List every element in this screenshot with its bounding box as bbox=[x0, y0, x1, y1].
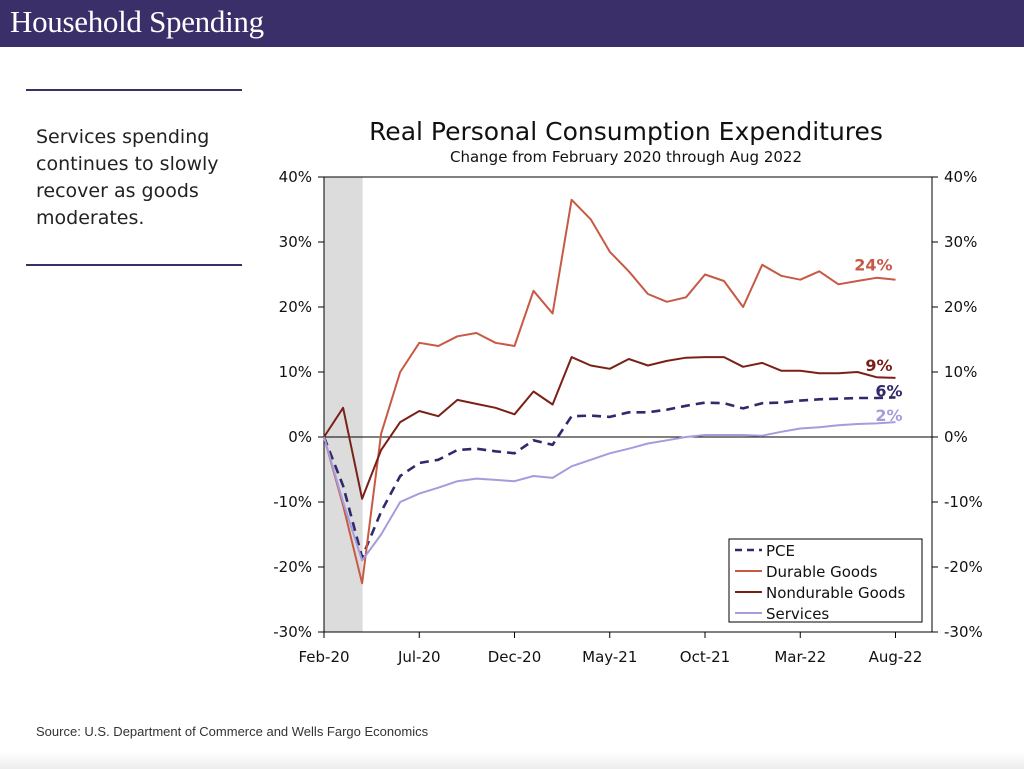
sidebar-bottom-divider bbox=[26, 264, 242, 266]
legend-label-pce: PCE bbox=[766, 542, 795, 560]
x-tick-label: Jul-20 bbox=[397, 648, 441, 666]
plot-frame bbox=[323, 176, 933, 633]
bottom-fade bbox=[0, 752, 1024, 769]
series-end-label-nondurable-goods: 9% bbox=[865, 356, 892, 375]
series-end-label-services: 2% bbox=[875, 406, 902, 425]
y-tick-label-right: 40% bbox=[944, 168, 977, 186]
x-tick-label: Aug-22 bbox=[869, 648, 923, 666]
page-title: Household Spending bbox=[10, 4, 264, 39]
y-tick-label-right: -20% bbox=[944, 558, 983, 576]
header-bar: Household Spending bbox=[0, 0, 1024, 47]
series-line-durable-goods bbox=[323, 198, 896, 585]
sidebar-top-divider bbox=[26, 89, 242, 91]
source-note: Source: U.S. Department of Commerce and … bbox=[36, 724, 429, 739]
series-line-pce bbox=[322, 396, 896, 559]
y-tick-label-right: -10% bbox=[944, 493, 983, 511]
y-tick-label-right: -30% bbox=[944, 623, 983, 641]
y-tick-label-left: 20% bbox=[279, 298, 312, 316]
chart-title: Real Personal Consumption Expenditures bbox=[369, 117, 883, 146]
series-line-services bbox=[323, 421, 896, 562]
plot-area: -30% -30% -20% -20% -10% -10% 0% 0% 10% 10% 20% 20%… bbox=[273, 168, 983, 666]
y-tick-label-left: 40% bbox=[279, 168, 312, 186]
series-line-nondurable-goods bbox=[323, 356, 896, 500]
y-tick-label-right: 20% bbox=[944, 298, 977, 316]
y-tick-label-left: 0% bbox=[288, 428, 312, 446]
y-tick-label-left: -30% bbox=[273, 623, 312, 641]
x-tick-label: Oct-21 bbox=[680, 648, 730, 666]
x-tick-label: Feb-20 bbox=[298, 648, 349, 666]
legend-box bbox=[728, 538, 923, 623]
x-tick-label: Dec-20 bbox=[488, 648, 542, 666]
sidebar-commentary: Services spending continues to slowly re… bbox=[36, 126, 219, 229]
y-tick-label-right: 30% bbox=[944, 233, 977, 251]
series-end-label-pce: 6% bbox=[875, 381, 902, 400]
y-tick-label-left: 10% bbox=[279, 363, 312, 381]
x-tick-label: May-21 bbox=[582, 648, 637, 666]
y-tick-label-left: 30% bbox=[279, 233, 312, 251]
y-tick-label-right: 0% bbox=[944, 428, 968, 446]
legend-label-durable-goods: Durable Goods bbox=[766, 563, 878, 581]
legend-label-services: Services bbox=[766, 605, 829, 623]
chart-subtitle: Change from February 2020 through Aug 20… bbox=[450, 148, 802, 166]
y-tick-label-left: -20% bbox=[273, 558, 312, 576]
y-tick-label-left: -10% bbox=[273, 493, 312, 511]
chart-legend: PCE Durable Goods Nondurable Goods Services bbox=[728, 538, 923, 623]
y-tick-label-right: 10% bbox=[944, 363, 977, 381]
series-end-label-durable-goods: 24% bbox=[854, 256, 892, 275]
x-tick-label: Mar-22 bbox=[774, 648, 826, 666]
legend-label-nondurable-goods: Nondurable Goods bbox=[766, 584, 905, 602]
